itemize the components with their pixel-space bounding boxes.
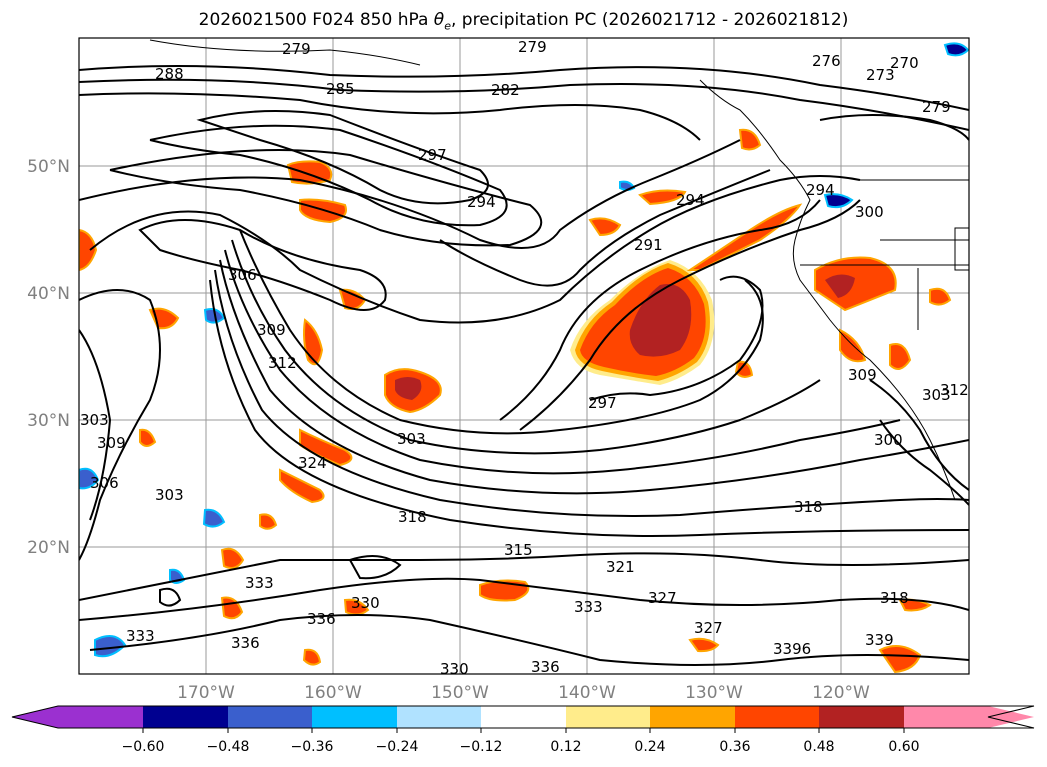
contour-label: 321 [606,558,635,576]
lon-tick-label: 140°W [558,683,616,703]
colorbar-tick-label: 0.60 [888,739,919,755]
contour-label: 294 [467,193,496,211]
contour-label: 282 [491,81,520,99]
colorbar-swatch [735,706,819,728]
colorbar-swatch [397,706,481,728]
contour-label: 306 [90,474,119,492]
contour-label: 336 [231,634,260,652]
contour-label: 303 [155,486,184,504]
lat-tick-label: 40°N [27,284,70,304]
contour-label: 303 [80,411,109,429]
contour-label: 336 [307,610,336,628]
colorbar-tick-label: −0.12 [460,739,503,755]
contour-label: 315 [504,541,533,559]
contour-label: 306 [228,266,257,284]
contour-label: 327 [694,619,723,637]
lat-tick-label: 50°N [27,157,70,177]
colorbar-tick-label: −0.48 [207,739,250,755]
contour-label: 330 [351,594,380,612]
colorbar-extend-min [12,706,58,728]
lon-tick-label: 120°W [812,683,870,703]
coastlines [149,39,969,501]
contour-label: 339 [865,631,894,649]
contour-label: 303 [922,386,951,404]
contour-label: 324 [298,454,327,472]
lat-tick-label: 30°N [27,411,70,431]
contour-label: 297 [418,146,447,164]
contour-label: 3396 [773,640,811,658]
contour-label: 294 [676,191,705,209]
contour-label: 279 [282,40,311,58]
colorbar-swatch [312,706,397,728]
precipitation-shading [79,42,969,674]
contour-label: 276 [812,52,841,70]
contour-label: 312 [268,354,297,372]
map-background [79,38,969,674]
contour-label: 318 [880,589,909,607]
theta-e-contours [79,65,969,666]
colorbar-swatch [481,706,566,728]
colorbar-swatch [904,706,988,728]
colorbar-swatch [228,706,312,728]
colorbar: −0.60 −0.48 −0.36 −0.24 −0.12 0.12 0.24 … [11,705,1035,755]
contour-label: 279 [922,98,951,116]
contour-label: 285 [326,80,355,98]
colorbar-swatch [58,706,143,728]
contour-label: 309 [257,321,286,339]
contour-label: 336 [531,658,560,676]
contour-label: 318 [398,508,427,526]
colorbar-swatch [143,706,228,728]
lon-tick-label: 170°W [177,683,235,703]
latitude-axis: 50°N 40°N 30°N 20°N [27,157,70,558]
contour-label: 330 [440,660,469,678]
colorbar-tick-label: −0.24 [376,739,419,755]
colorbar-tick-label: −0.60 [122,739,165,755]
contour-label: 294 [806,181,835,199]
colorbar-tick-label: 0.36 [719,739,750,755]
colorbar-tick-label: 0.24 [634,739,665,755]
contour-label: 333 [245,574,274,592]
colorbar-outline [11,705,1035,729]
colorbar-tick-label: 0.12 [550,739,581,755]
contour-label: 300 [855,203,884,221]
contour-label: 309 [848,366,877,384]
colorbar-swatch [566,706,650,728]
contour-label: 279 [518,38,547,56]
contour-label: 318 [794,498,823,516]
lon-tick-label: 150°W [431,683,489,703]
colorbar-tick-label: −0.36 [291,739,334,755]
plot-frame [78,37,970,675]
colorbar-tick-label: 0.48 [803,739,834,755]
contour-label: 327 [648,589,677,607]
contour-label: 333 [126,627,155,645]
colorbar-swatch [819,706,904,728]
longitude-axis: 170°W 160°W 150°W 140°W 130°W 120°W [177,683,870,703]
contour-label: 309 [97,434,126,452]
contour-label: 333 [574,598,603,616]
contour-labels: 279 279 288 285 282 276 273 270 279 297 … [80,38,969,678]
contour-label: 273 [866,66,895,84]
colorbar-extend-max [988,706,1034,728]
map-title: 2026021500 F024 850 hPa θe, precipitatio… [198,10,849,33]
lat-tick-label: 20°N [27,538,70,558]
contour-label: 291 [634,236,663,254]
contour-label: 297 [588,394,617,412]
contour-label: 312 [940,381,969,399]
colorbar-swatch [650,706,735,728]
contour-label: 300 [874,431,903,449]
contour-label: 270 [890,54,919,72]
contour-label: 303 [397,430,426,448]
contour-label: 288 [155,65,184,83]
lon-tick-label: 130°W [685,683,743,703]
lon-tick-label: 160°W [304,683,362,703]
